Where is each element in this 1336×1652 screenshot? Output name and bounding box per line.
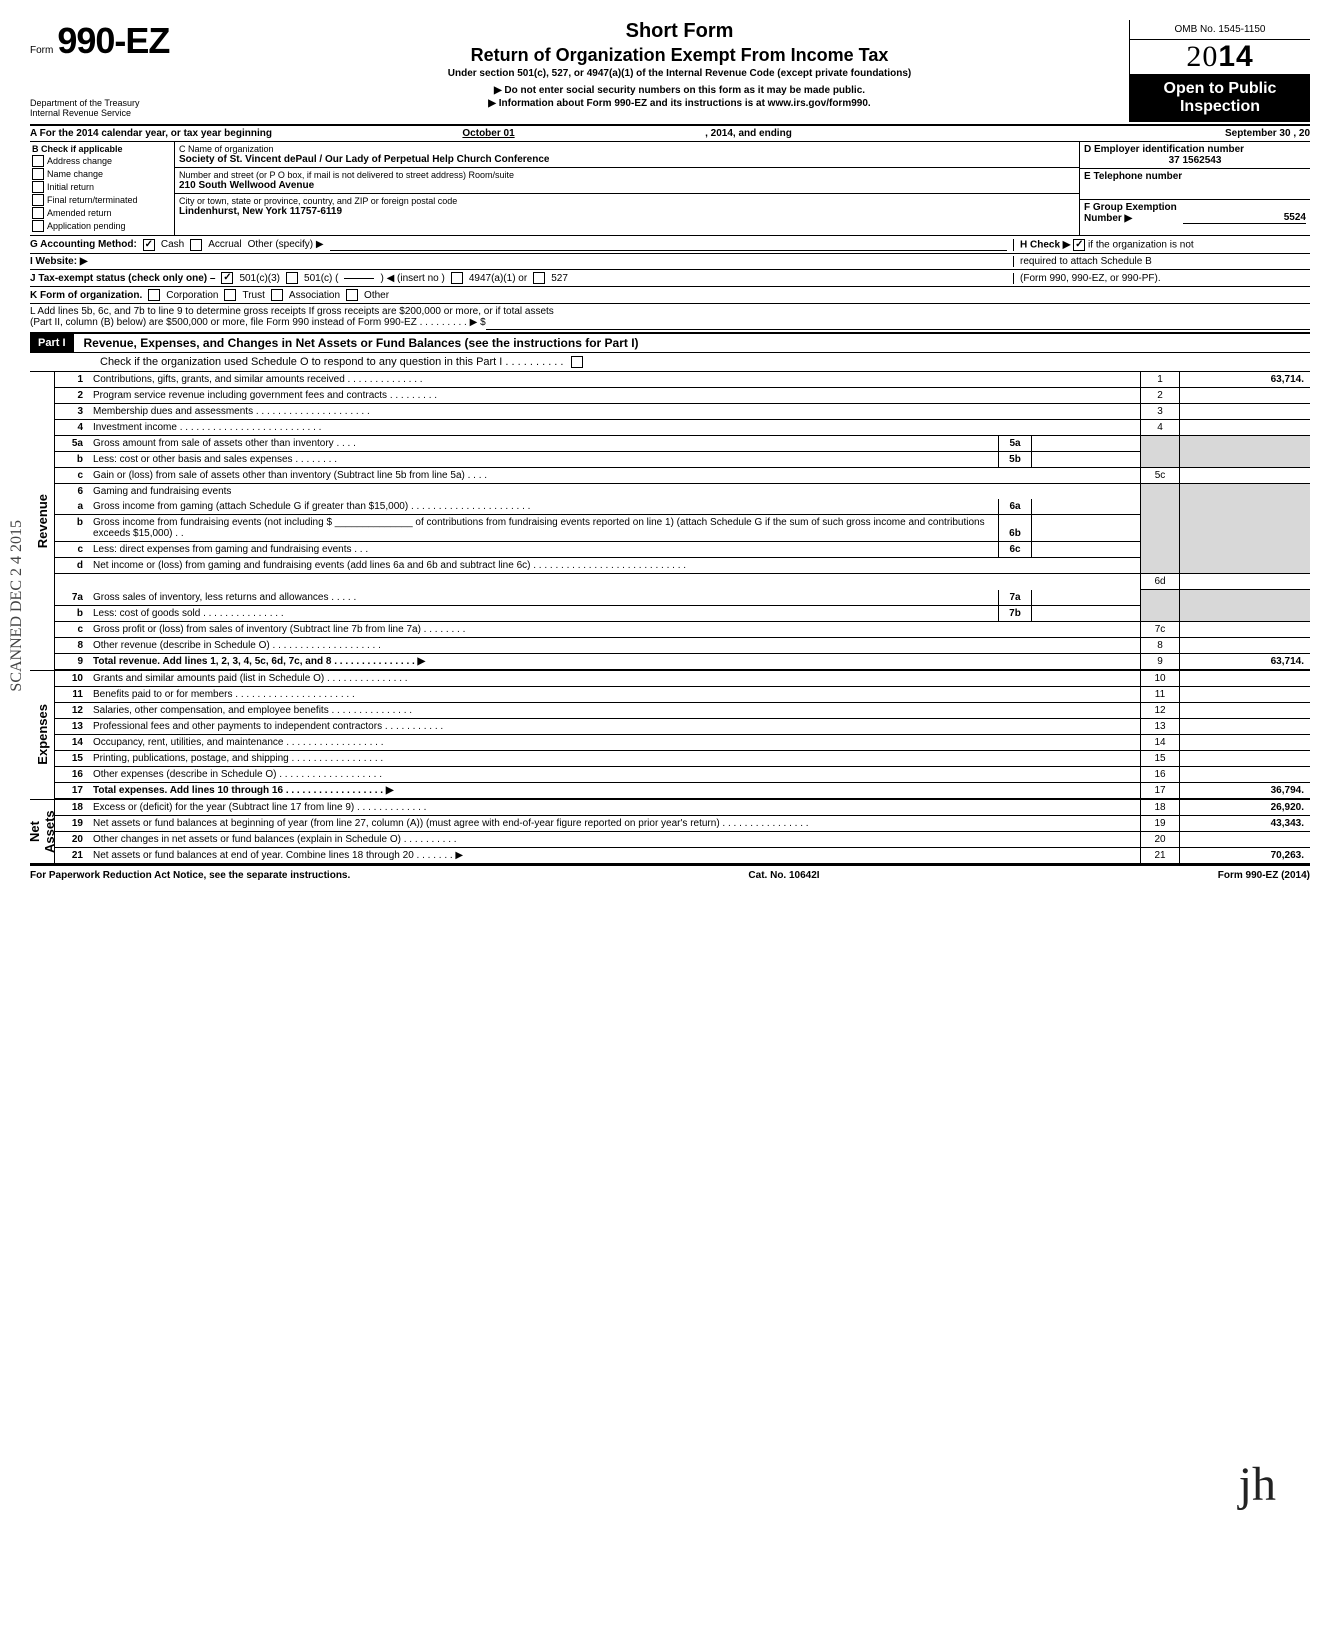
open-to-public: Open to Public Inspection: [1130, 74, 1310, 122]
col-c: C Name of organization Society of St. Vi…: [175, 142, 1080, 235]
amt-9: 63,714.: [1180, 653, 1311, 669]
amt-18: 26,920.: [1180, 800, 1311, 816]
dept-treasury: Department of the Treasury: [30, 98, 230, 108]
form-header: Form 990-EZ Department of the Treasury I…: [30, 20, 1310, 122]
col-de: D Employer identification number 37 1562…: [1080, 142, 1310, 235]
chk-name[interactable]: [32, 168, 44, 180]
chk-final[interactable]: [32, 194, 44, 206]
chk-address[interactable]: [32, 155, 44, 167]
scanned-stamp: SCANNED DEC 2 4 2015: [8, 520, 26, 692]
header-block: B Check if applicable Address change Nam…: [30, 142, 1310, 236]
amt-1: 63,714.: [1180, 372, 1311, 388]
form-label: Form: [30, 45, 53, 56]
expenses-section: Expenses 10Grants and similar amounts pa…: [30, 670, 1310, 799]
org-address: 210 South Wellwood Avenue: [179, 180, 1075, 191]
chk-trust[interactable]: [224, 289, 236, 301]
line-a: A For the 2014 calendar year, or tax yea…: [30, 126, 1310, 142]
row-i: I Website: ▶ required to attach Schedule…: [30, 254, 1310, 270]
chk-4947[interactable]: [451, 272, 463, 284]
revenue-section: Revenue 1Contributions, gifts, grants, a…: [30, 372, 1310, 670]
org-name: Society of St. Vincent dePaul / Our Lady…: [179, 154, 1075, 165]
chk-amended[interactable]: [32, 207, 44, 219]
form-number: 990-EZ: [57, 20, 169, 62]
col-b: B Check if applicable Address change Nam…: [30, 142, 175, 235]
chk-cash[interactable]: ✓: [143, 239, 155, 251]
chk-pending[interactable]: [32, 220, 44, 232]
chk-corp[interactable]: [148, 289, 160, 301]
row-k: K Form of organization. Corporation Trus…: [30, 287, 1310, 304]
title-return: Return of Organization Exempt From Incom…: [244, 45, 1115, 66]
warning-ssn: ▶ Do not enter social security numbers o…: [244, 85, 1115, 96]
title-short-form: Short Form: [244, 20, 1115, 43]
row-g: G Accounting Method: ✓Cash Accrual Other…: [30, 236, 1310, 254]
chk-other-org[interactable]: [346, 289, 358, 301]
page-footer: For Paperwork Reduction Act Notice, see …: [30, 864, 1310, 881]
amt-21: 70,263.: [1180, 847, 1311, 863]
initials: jh: [1239, 1457, 1276, 1512]
row-l: L Add lines 5b, 6c, and 7b to line 9 to …: [30, 304, 1310, 332]
chk-501c[interactable]: [286, 272, 298, 284]
chk-501c3[interactable]: ✓: [221, 272, 233, 284]
chk-initial[interactable]: [32, 181, 44, 193]
chk-accrual[interactable]: [190, 239, 202, 251]
row-j: J Tax-exempt status (check only one) – ✓…: [30, 270, 1310, 287]
chk-527[interactable]: [533, 272, 545, 284]
chk-h[interactable]: ✓: [1073, 239, 1085, 251]
omb-number: OMB No. 1545-1150: [1130, 20, 1310, 40]
dept-irs: Internal Revenue Service: [30, 108, 230, 118]
chk-assoc[interactable]: [271, 289, 283, 301]
part1-header: Part I Revenue, Expenses, and Changes in…: [30, 332, 1310, 353]
netassets-section: Net Assets 18Excess or (deficit) for the…: [30, 799, 1310, 864]
info-url: ▶ Information about Form 990-EZ and its …: [244, 98, 1115, 109]
ein: 37 1562543: [1084, 155, 1306, 166]
amt-17: 36,794.: [1180, 782, 1311, 798]
part1-sub: Check if the organization used Schedule …: [30, 353, 1310, 372]
chk-sched-o[interactable]: [571, 356, 583, 368]
amt-19: 43,343.: [1180, 815, 1311, 831]
org-city: Lindenhurst, New York 11757-6119: [179, 206, 1075, 217]
title-under-section: Under section 501(c), 527, or 4947(a)(1)…: [244, 68, 1115, 79]
group-exemption: 5524: [1183, 212, 1306, 224]
tax-year: 2014: [1130, 40, 1310, 74]
